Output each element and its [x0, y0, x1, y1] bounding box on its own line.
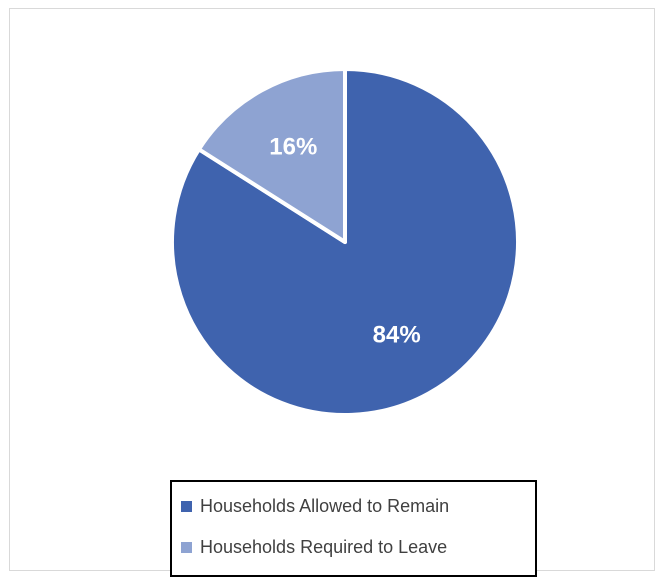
data-label-remain: 84% — [373, 321, 421, 348]
pie-slice-leave — [196, 67, 347, 244]
data-label-leave: 16% — [269, 133, 317, 160]
legend-label-remain: Households Allowed to Remain — [200, 496, 450, 516]
legend: Households Allowed to Remain Households … — [170, 480, 537, 577]
legend-label-leave: Households Required to Leave — [200, 537, 448, 557]
pie-chart: 84% 16% — [170, 67, 520, 417]
chart-area: 84% 16% Households Allowed to Remain Hous… — [9, 8, 655, 577]
legend-swatch-remain — [181, 501, 192, 512]
legend-item-leave: Households Required to Leave — [181, 537, 447, 558]
legend-swatch-leave — [181, 542, 192, 553]
legend-item-remain: Households Allowed to Remain — [181, 496, 449, 517]
